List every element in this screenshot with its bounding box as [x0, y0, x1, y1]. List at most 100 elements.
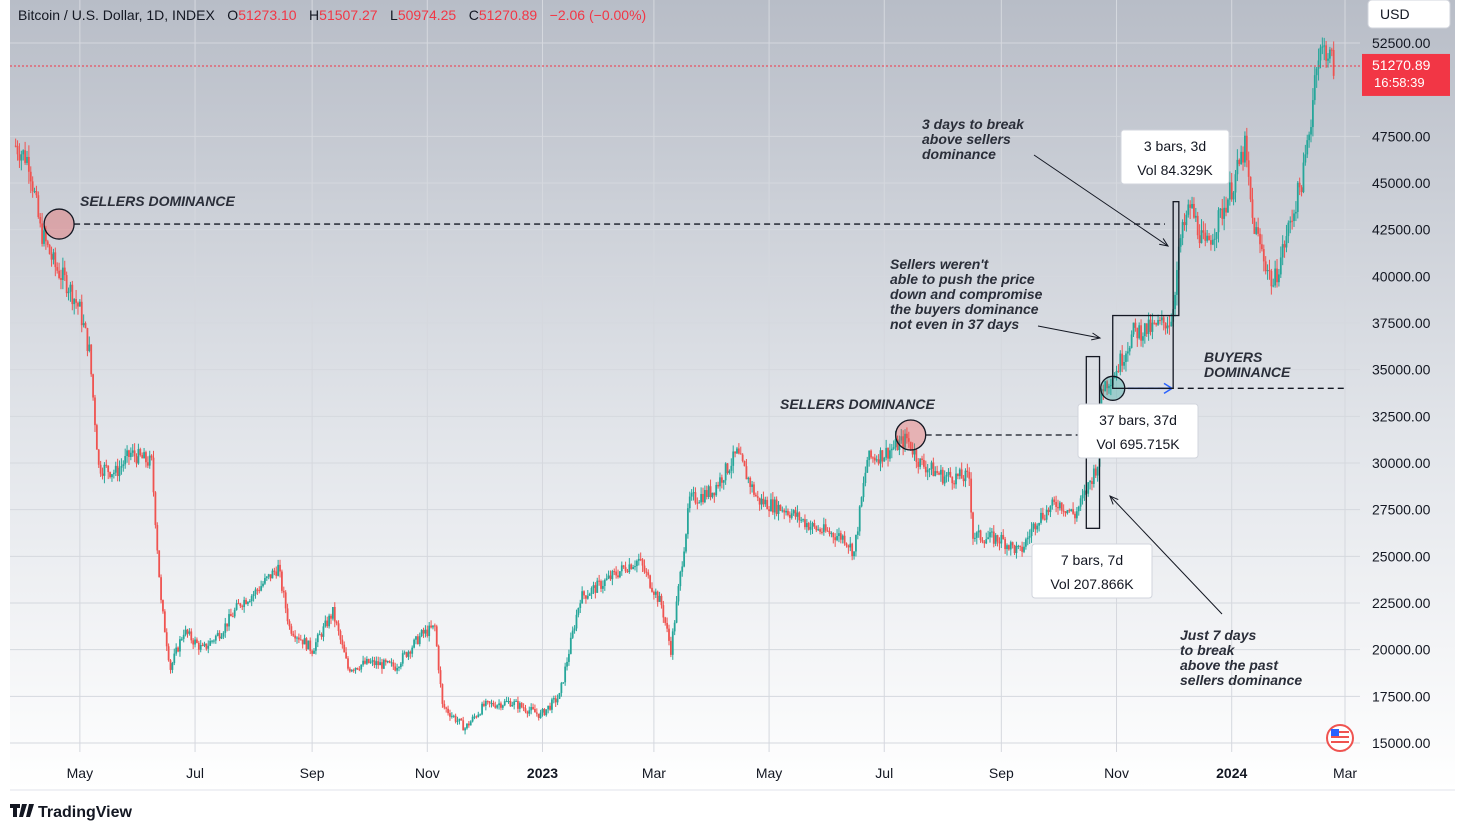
candle	[964, 468, 967, 488]
candle	[420, 629, 423, 638]
candle	[921, 455, 923, 466]
candle	[739, 446, 742, 455]
candle	[239, 602, 242, 609]
candle	[177, 646, 179, 653]
candle	[713, 492, 716, 503]
candle	[216, 630, 219, 637]
candle	[333, 602, 336, 628]
candle	[1276, 259, 1278, 288]
candle	[732, 445, 735, 474]
candle	[1109, 378, 1112, 396]
candle	[1293, 209, 1295, 227]
candle	[658, 591, 661, 602]
candle	[694, 487, 697, 505]
candle	[515, 698, 517, 702]
candle	[243, 596, 246, 613]
candle	[466, 723, 468, 730]
currency-button[interactable]: USD	[1367, 0, 1451, 29]
candle	[382, 658, 385, 670]
y-tick-label: 42500.00	[1372, 222, 1431, 238]
candle	[77, 301, 79, 315]
candle	[928, 468, 931, 478]
candle	[479, 713, 482, 716]
candle	[460, 717, 463, 721]
candle	[1117, 364, 1120, 373]
candle	[688, 491, 691, 513]
candle	[522, 703, 525, 712]
candle	[817, 525, 820, 532]
candle	[794, 506, 797, 520]
candle	[80, 294, 83, 333]
candle	[1227, 198, 1229, 213]
candle	[399, 662, 402, 670]
candle	[532, 703, 534, 711]
candle	[1075, 507, 1078, 522]
candle	[409, 650, 412, 659]
candle	[586, 589, 589, 600]
candle	[1104, 380, 1107, 392]
candle	[433, 623, 436, 632]
sellers-dominance-marker[interactable]	[43, 208, 75, 240]
x-tick-label: May	[756, 765, 782, 781]
candle	[1213, 228, 1216, 252]
candle	[188, 628, 191, 636]
y-tick-label: 37500.00	[1372, 315, 1431, 331]
candle	[386, 660, 389, 664]
candle	[600, 579, 602, 593]
candle	[1159, 316, 1161, 325]
candle	[1079, 495, 1082, 511]
candle	[815, 525, 818, 533]
candle	[143, 447, 145, 459]
candle	[65, 271, 68, 297]
candle	[1019, 545, 1022, 552]
candle	[728, 469, 731, 475]
candle	[84, 321, 87, 329]
measure-range-37d[interactable]	[1112, 314, 1174, 389]
candle	[764, 496, 767, 507]
candle	[505, 696, 508, 703]
candle	[1179, 234, 1182, 253]
candle	[717, 481, 719, 489]
candle	[1047, 507, 1050, 516]
candle	[22, 149, 25, 161]
sellers-dominance-marker-2[interactable]	[895, 419, 927, 451]
candle	[1094, 464, 1097, 479]
us-flag-icon[interactable]	[1326, 724, 1354, 752]
close-label: C	[469, 7, 479, 23]
candle	[781, 506, 784, 513]
candle	[120, 458, 123, 475]
candle	[853, 551, 855, 560]
candle	[709, 479, 712, 501]
candle	[994, 533, 997, 547]
candle	[422, 627, 425, 639]
candle	[163, 609, 166, 633]
candle	[375, 656, 378, 669]
candle	[190, 628, 193, 644]
candle	[974, 532, 976, 542]
candle	[669, 636, 672, 658]
x-tick-label: 2023	[527, 765, 558, 781]
candle	[118, 460, 121, 482]
candle	[292, 630, 295, 637]
candle	[156, 522, 159, 554]
candle	[1268, 259, 1271, 280]
candle	[938, 471, 940, 476]
candle	[1147, 312, 1150, 341]
candle	[868, 450, 871, 467]
candle	[1162, 315, 1165, 331]
candle	[488, 701, 491, 708]
candle	[154, 491, 157, 529]
candle	[1204, 223, 1207, 247]
candle	[1113, 372, 1116, 379]
tradingview-logo[interactable]: TradingView	[10, 804, 133, 821]
candle	[1200, 219, 1203, 244]
open-value: 51273.10	[238, 7, 297, 23]
candle	[1210, 235, 1212, 251]
candle	[581, 586, 584, 604]
candle	[652, 590, 655, 600]
candle	[401, 650, 404, 667]
measure-range-3d[interactable]	[1172, 201, 1180, 317]
candle	[194, 636, 196, 648]
